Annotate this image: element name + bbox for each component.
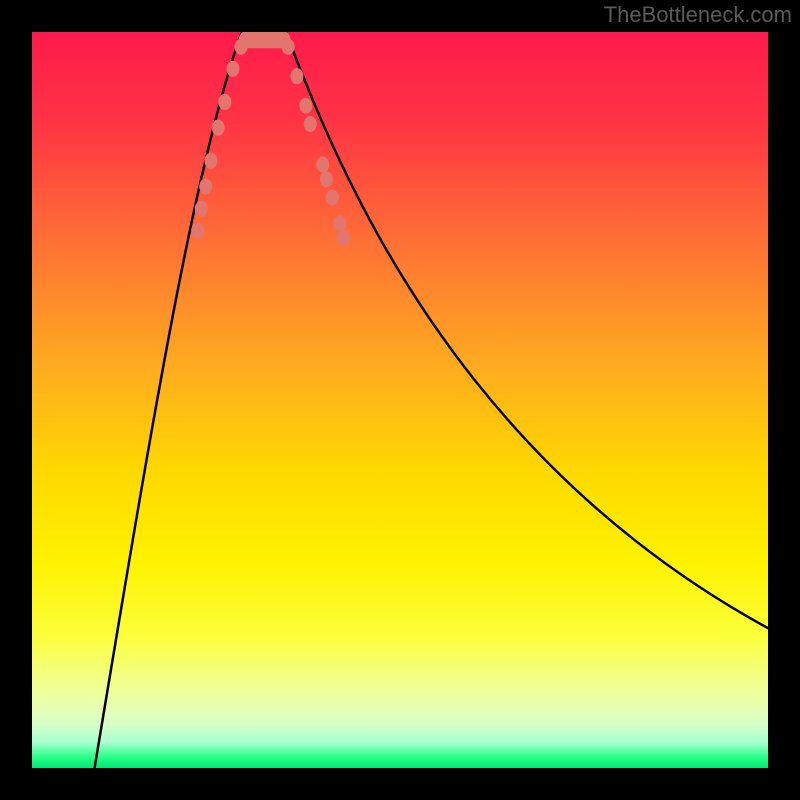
marker-point: [195, 201, 208, 217]
marker-point: [191, 223, 204, 239]
plot-area: [32, 32, 768, 768]
marker-point: [226, 61, 239, 77]
marker-point: [333, 215, 346, 231]
gradient-background: [32, 32, 768, 768]
marker-point: [337, 230, 350, 246]
marker-point: [204, 153, 217, 169]
bottleneck-chart: [32, 32, 768, 768]
marker-point: [218, 94, 231, 110]
marker-point: [299, 98, 312, 114]
marker-point: [320, 171, 333, 187]
marker-point: [212, 120, 225, 136]
marker-point: [304, 116, 317, 132]
outer-frame: TheBottleneck.com: [0, 0, 800, 800]
marker-point: [290, 68, 303, 84]
marker-bottom-bar: [239, 32, 291, 48]
marker-point: [199, 179, 212, 195]
marker-point: [326, 190, 339, 206]
marker-point: [316, 156, 329, 172]
watermark-text: TheBottleneck.com: [604, 2, 792, 28]
